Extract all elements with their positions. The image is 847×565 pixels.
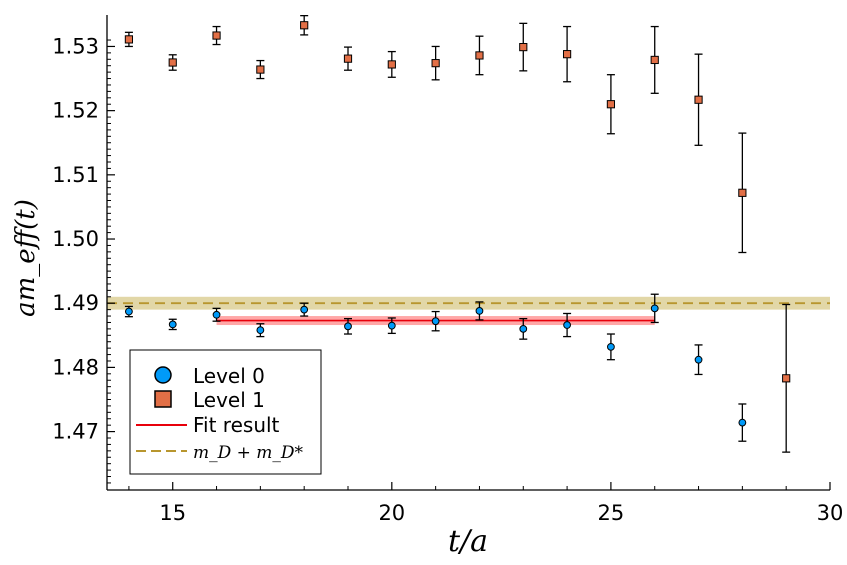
ticks-layer: 15 20 25 30 1.47 1.48 1.49 1.50 1.51 1.52 1.53 [52,34,843,525]
series0-point-15 [168,318,177,331]
legend-level0-label: Level 0 [193,364,265,388]
x-axis-label-text: t/a [448,524,488,559]
x-tick-label-25: 25 [598,501,625,525]
x-tick-label-30: 30 [817,501,844,525]
legend-fit-label: Fit result [193,413,280,437]
series0-point-28 [738,403,747,442]
y-tick-label-1.51: 1.51 [52,163,99,187]
marker-square [606,100,616,109]
series0-point-16 [212,307,221,322]
x-axis-label: t/a [448,524,488,559]
marker-square [562,50,572,59]
marker-circle [256,326,265,335]
legend-level1-marker [154,390,172,408]
marker-square [300,21,309,30]
series1-point-17 [256,59,265,80]
x-tick-label-20: 20 [378,501,405,525]
legend-level1-label: Level 1 [193,388,265,412]
series0-point-23 [519,317,528,340]
series0-point-14 [124,305,133,318]
y-tick-label-1.52: 1.52 [52,99,99,123]
y-tick-label-1.53: 1.53 [52,34,99,58]
series0-point-20 [387,317,396,335]
marker-square [212,31,221,40]
marker-circle [475,307,484,315]
y-tick-label-1.49: 1.49 [52,291,99,315]
marker-circle [694,355,703,364]
series0-point-25 [606,333,615,361]
series1-point-16 [212,25,221,46]
series1-point-20 [387,50,396,78]
data-layer [124,14,791,453]
marker-square [168,58,177,67]
legend-threshold-label: m_D + m_D* [193,443,304,463]
series1-point-21 [431,45,440,81]
x-tick-label-15: 15 [159,501,186,525]
series0-point-18 [300,302,309,317]
marker-square [343,54,353,63]
marker-square [694,95,703,104]
marker-circle [563,321,571,329]
marker-square [782,374,791,383]
series0-point-21 [431,310,440,332]
y-axis-label: am_eff(t) [11,199,41,317]
marker-circle [212,310,221,319]
series1-point-24 [562,25,572,83]
marker-circle [300,305,309,314]
series1-point-28 [738,132,747,254]
series1-point-23 [519,22,528,72]
series0-point-26 [650,293,659,324]
series1-point-22 [475,35,484,76]
series1-point-29 [782,303,791,453]
series1-point-25 [606,74,616,135]
marker-circle [125,307,133,316]
series0-point-27 [694,344,703,376]
marker-circle [650,304,659,313]
series0-point-22 [475,301,484,321]
y-tick-label-1.47: 1.47 [52,420,99,444]
marker-circle [168,320,177,329]
marker-square [124,35,134,44]
marker-square [387,60,396,69]
marker-circle [431,317,440,326]
marker-square [431,59,440,68]
marker-circle [344,322,352,331]
marker-circle [738,418,747,427]
marker-circle [387,321,396,330]
series1-point-19 [343,46,353,71]
series0-point-17 [256,323,265,338]
series1-point-18 [300,14,309,36]
marker-square [256,65,265,74]
series1-point-15 [168,54,177,71]
y-axis-label-text: am_eff(t) [11,199,41,317]
legend: Level 0 Level 1 Fit result m_D + m_D* [129,349,322,475]
marker-square [650,55,659,65]
series0-point-19 [344,317,352,335]
marker-square [519,42,528,52]
y-tick-label-1.48: 1.48 [52,355,99,379]
marker-square [738,188,747,197]
legend-level0-marker [154,366,172,384]
series0-point-24 [563,312,572,338]
series1-point-26 [650,25,659,94]
series1-point-14 [124,31,134,48]
marker-circle [519,324,528,333]
y-tick-label-1.5: 1.50 [52,227,99,251]
marker-square [475,51,484,60]
marker-circle [607,342,615,351]
series1-point-27 [694,53,703,146]
